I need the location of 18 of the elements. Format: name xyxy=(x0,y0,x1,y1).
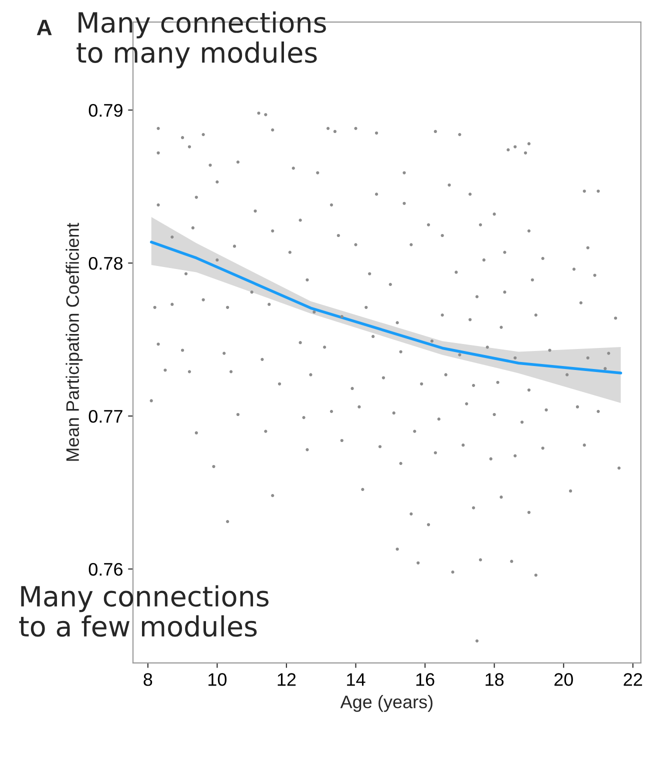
annotation: Many connections to many modules xyxy=(76,11,326,68)
x-tick-label: 14 xyxy=(347,673,366,686)
x-tick-label: 12 xyxy=(278,673,296,686)
y-tick-label: 0.79 xyxy=(88,104,122,117)
x-axis-title: Age (years) xyxy=(340,695,432,712)
y-axis-title: Mean Participation Coefficient xyxy=(66,222,83,461)
y-tick-label: 0.76 xyxy=(88,562,122,576)
y-tick-label: 0.78 xyxy=(88,256,122,270)
x-tick-label: 22 xyxy=(624,673,642,686)
x-tick-label: 20 xyxy=(554,673,573,686)
text: A xyxy=(36,20,52,36)
x-tick-label: 8 xyxy=(144,673,152,686)
y-tick-label: 0.77 xyxy=(88,410,122,423)
x-tick-label: 18 xyxy=(486,673,504,686)
line-series xyxy=(150,240,622,374)
x-tick-label: 10 xyxy=(208,673,227,686)
x-tick-label: 16 xyxy=(416,673,434,686)
annotation: Many connections to a few modules xyxy=(19,585,269,637)
